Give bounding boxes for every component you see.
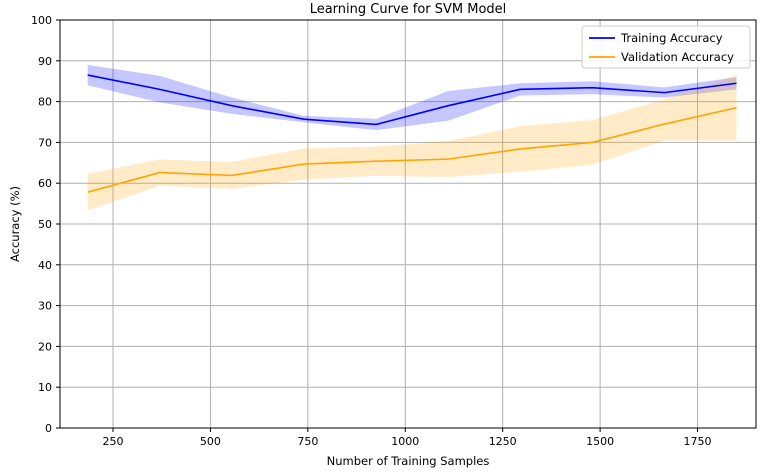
- x-tick-label: 250: [102, 435, 123, 448]
- x-tick-label: 750: [297, 435, 318, 448]
- series-line-1: [87, 106, 737, 193]
- x-axis-title: Number of Training Samples: [327, 454, 490, 468]
- y-tick-label: 0: [45, 422, 52, 435]
- y-tick-label: 40: [38, 259, 52, 272]
- y-tick-label: 60: [38, 177, 52, 190]
- confidence-band-1: [87, 75, 737, 211]
- confidence-band-0: [87, 64, 737, 131]
- y-tick-label: 70: [38, 136, 52, 149]
- legend-box: [581, 25, 751, 69]
- y-tick-label: 30: [38, 300, 52, 313]
- legend: Training Accuracy Validation Accuracy: [581, 25, 751, 69]
- series-line-0: [87, 74, 737, 126]
- y-tick-label: 50: [38, 218, 52, 231]
- x-tick-label: 1750: [684, 435, 712, 448]
- chart-title: Learning Curve for SVM Model: [310, 2, 507, 17]
- x-tick-label: 1250: [489, 435, 517, 448]
- x-axis-ticks: 250 500 750 1000 1250 1500 1750: [102, 428, 712, 448]
- x-tick-label: 1500: [586, 435, 614, 448]
- y-tick-label: 10: [38, 381, 52, 394]
- confidence-bands: [87, 64, 737, 211]
- legend-label-1: Validation Accuracy: [621, 50, 734, 64]
- y-tick-label: 100: [31, 14, 52, 27]
- x-tick-label: 500: [200, 435, 221, 448]
- y-tick-label: 80: [38, 96, 52, 109]
- y-axis-title: Accuracy (%): [8, 186, 22, 262]
- y-tick-label: 90: [38, 55, 52, 68]
- legend-label-0: Training Accuracy: [620, 31, 723, 45]
- x-tick-label: 1000: [391, 435, 419, 448]
- series-lines: [87, 74, 737, 193]
- y-axis-ticks: 0 10 20 30 40 50 60 70 80 90 100: [31, 14, 60, 435]
- y-tick-label: 20: [38, 340, 52, 353]
